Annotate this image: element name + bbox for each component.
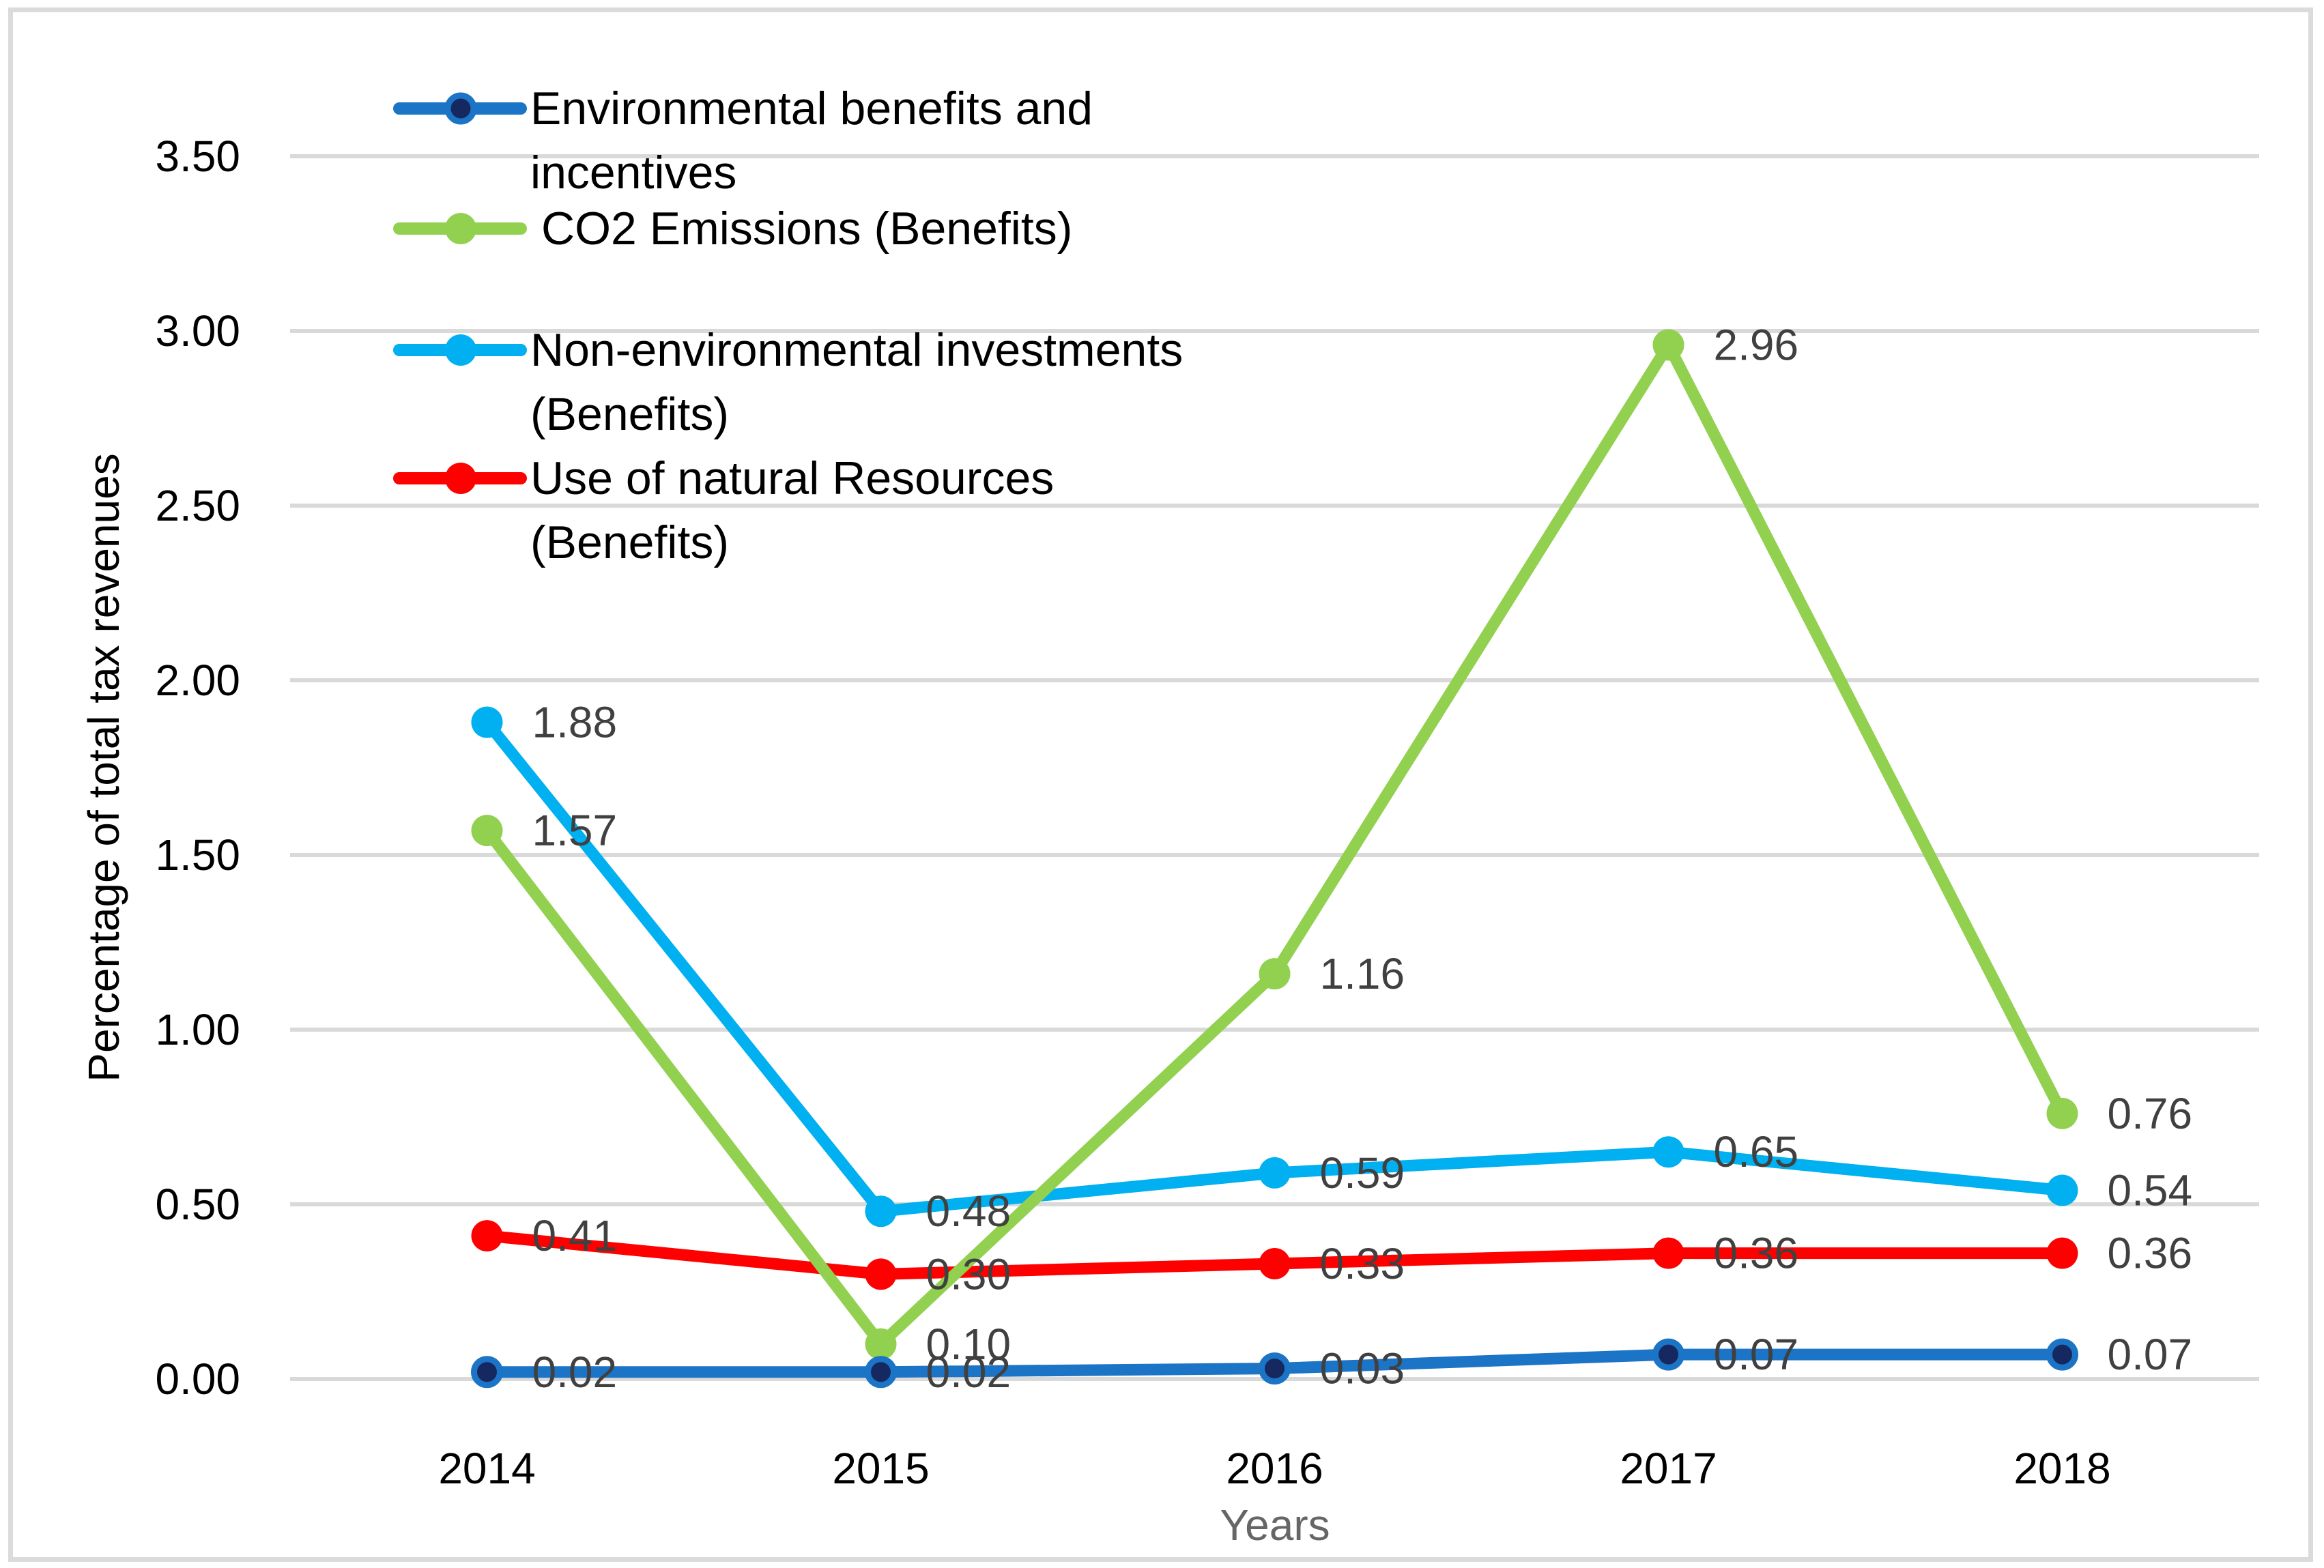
data-label: 0.36 [1714,1229,1799,1278]
data-label: 1.57 [532,806,618,855]
legend-marker-dot [445,334,476,366]
legend-label: (Benefits) [530,517,729,568]
data-label: 0.59 [1320,1148,1405,1197]
legend-label: incentives [530,147,736,199]
data-label: 0.76 [2108,1089,2193,1138]
data-label: 0.07 [1714,1330,1799,1379]
data-label: 2.96 [1714,320,1799,369]
legend-label: (Benefits) [530,388,729,440]
data-label: 1.88 [532,697,618,746]
y-axis-title: Percentage of total tax revenues [79,453,128,1081]
data-point-marker [471,815,503,847]
x-tick-label: 2014 [438,1444,535,1493]
legend-label: Use of natural Resources [530,452,1054,504]
legend-entry[interactable]: Non-environmental investments (Benefits) [393,324,1183,440]
data-point-marker [865,1258,897,1290]
data-label: 0.65 [1714,1127,1799,1176]
x-tick-label: 2015 [832,1444,929,1493]
y-axis-tick-labels: 0.00 0.50 1.00 1.50 2.00 2.50 3.00 3.50 [155,132,240,1404]
data-point-marker [1652,1338,1684,1371]
gridlines [290,154,2259,1381]
legend-label: Non-environmental investments [530,324,1183,376]
data-label: 0.10 [926,1320,1012,1369]
data-label: 1.16 [1320,949,1405,998]
data-point-marker [1652,1136,1684,1168]
data-point-marker [865,1328,897,1360]
data-point-marker [2046,1338,2078,1371]
legend-marker-dot [445,213,476,244]
data-label: 0.30 [926,1249,1012,1298]
data-point-marker [865,1195,897,1228]
series-lines [471,329,2078,1389]
legend-label: Environmental benefits and [530,83,1093,134]
data-label: 0.02 [532,1348,618,1397]
legend-marker-dot [444,92,477,125]
data-label: 0.36 [2108,1229,2193,1278]
legend-entry[interactable]: Environmental benefits and incentives [393,83,1093,199]
y-tick-label: 2.50 [155,481,240,530]
data-label: 0.03 [1320,1344,1405,1393]
data-label: 0.54 [2108,1166,2193,1215]
y-tick-label: 1.50 [155,830,240,880]
data-point-marker [865,1356,897,1389]
y-tick-label: 2.00 [155,656,240,705]
data-point-marker [471,706,503,738]
y-tick-label: 0.50 [155,1180,240,1229]
data-label: 0.33 [1320,1239,1405,1288]
x-tick-label: 2017 [1620,1444,1717,1493]
x-tick-label: 2018 [2013,1444,2110,1493]
x-tick-label: 2016 [1226,1444,1323,1493]
data-point-marker [1652,1237,1684,1269]
data-point-marker [1259,1352,1291,1385]
legend: Environmental benefits and incentivesCO2 … [393,83,1183,568]
y-tick-label: 1.00 [155,1005,240,1054]
data-point-marker [2046,1097,2078,1129]
data-label: 0.41 [532,1211,618,1260]
legend-entry[interactable]: Use of natural Resources (Benefits) [393,452,1054,568]
data-labels: 0.02 0.02 0.03 0.07 0.07 1.57 0.10 1.16 2.96 0.76… [532,320,2193,1396]
x-axis-title: Years [1220,1500,1330,1550]
data-point-marker [2046,1174,2078,1206]
y-tick-label: 0.00 [155,1354,240,1404]
y-tick-label: 3.50 [155,132,240,181]
data-point-marker [471,1220,503,1252]
data-label: 0.02 [926,1348,1012,1397]
data-label: 0.07 [2108,1330,2193,1379]
x-axis-tick-labels: 2014 2015 2016 2017 2018 [438,1444,2110,1493]
y-tick-label: 3.00 [155,306,240,355]
legend-entry[interactable]: CO2 Emissions (Benefits) [393,203,1072,255]
legend-marker-dot [445,463,476,494]
legend-label: CO2 Emissions (Benefits) [541,203,1072,255]
data-point-marker [2046,1237,2078,1269]
data-point-marker [1652,329,1684,361]
data-point-marker [1259,958,1291,990]
data-point-marker [471,1356,503,1389]
data-label: 0.48 [926,1187,1012,1236]
data-point-marker [1259,1248,1291,1280]
data-point-marker [1259,1157,1291,1189]
